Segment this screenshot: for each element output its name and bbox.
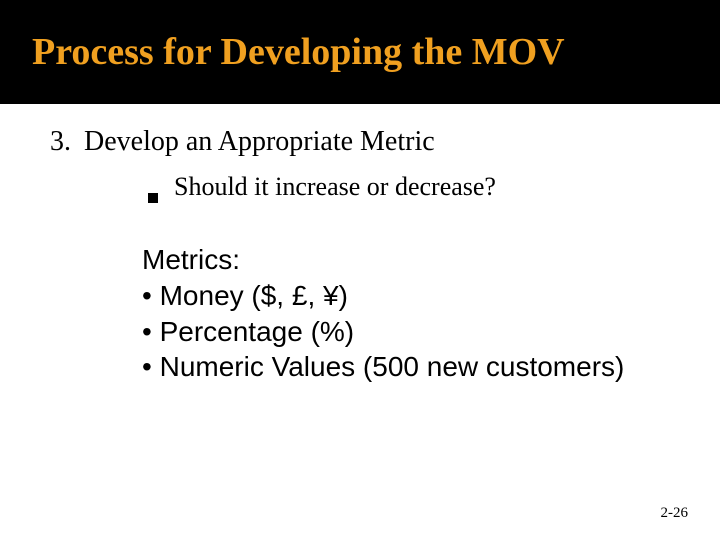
metrics-item: • Numeric Values (500 new customers) xyxy=(142,349,670,385)
numbered-item: 3. Develop an Appropriate Metric xyxy=(50,126,670,158)
slide-title: Process for Developing the MOV xyxy=(32,30,565,74)
square-bullet-icon xyxy=(148,193,158,203)
metrics-heading: Metrics: xyxy=(142,242,670,278)
item-heading: Develop an Appropriate Metric xyxy=(84,126,435,158)
page-number: 2-26 xyxy=(661,505,689,522)
title-bar: Process for Developing the MOV xyxy=(0,0,720,104)
metrics-block: Metrics: • Money ($, £, ¥) • Percentage … xyxy=(142,242,670,385)
sub-bullet-text: Should it increase or decrease? xyxy=(174,172,496,202)
metrics-item: • Percentage (%) xyxy=(142,314,670,350)
slide-content: 3. Develop an Appropriate Metric Should … xyxy=(0,104,720,385)
metrics-item: • Money ($, £, ¥) xyxy=(142,278,670,314)
item-number: 3. xyxy=(50,126,84,158)
sub-bullet: Should it increase or decrease? xyxy=(148,172,670,202)
